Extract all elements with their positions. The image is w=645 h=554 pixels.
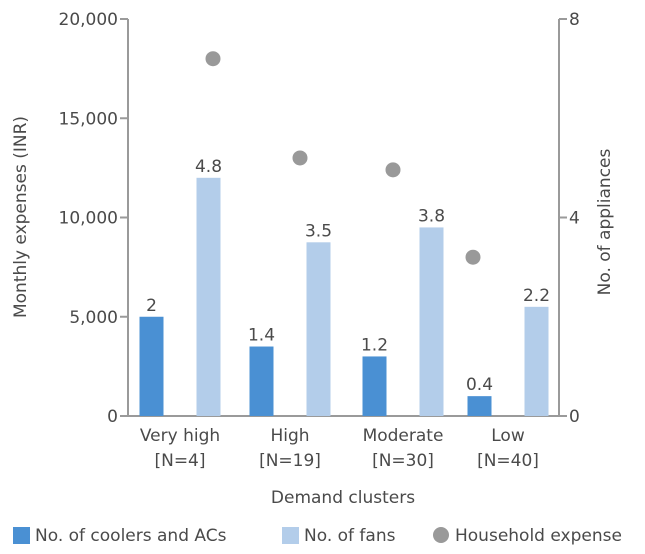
- bar-coolers-acs: [362, 356, 387, 416]
- x-axis-category-label: [N=19]: [259, 451, 321, 471]
- y-axis-right-tick-label: 8: [569, 10, 580, 30]
- x-axis-category-label: High: [270, 426, 309, 446]
- data-label-coolers-acs: 1.2: [361, 335, 388, 355]
- legend-swatch-coolers-acs: [13, 527, 30, 544]
- y-axis-left-tick-label: 20,000: [59, 10, 118, 30]
- point-household-expense: [292, 150, 308, 166]
- legend-item-coolers-acs: No. of coolers and ACs: [13, 526, 227, 546]
- data-label-fans: 2.2: [523, 286, 550, 306]
- legend-label-coolers-acs: No. of coolers and ACs: [35, 526, 227, 546]
- data-label-fans: 4.8: [195, 157, 222, 177]
- x-axis-category-label: [N=30]: [372, 451, 434, 471]
- bar-fans: [196, 177, 221, 416]
- y-axis-right-tick-label: 4: [569, 209, 580, 229]
- y-axis-left-title: Monthly expenses (INR): [11, 116, 31, 318]
- point-household-expense: [465, 249, 481, 265]
- data-label-fans: 3.8: [418, 206, 445, 226]
- legend-label-fans: No. of fans: [304, 526, 396, 546]
- legend-marker-household-expense: [433, 527, 449, 543]
- bar-coolers-acs: [139, 316, 164, 416]
- x-axis-category-label: Low: [491, 426, 525, 446]
- bar-fans: [306, 242, 331, 416]
- bar-coolers-acs: [467, 396, 492, 416]
- point-household-expense: [205, 51, 221, 67]
- legend-label-household-expense: Household expense: [455, 526, 622, 546]
- data-label-coolers-acs: 2: [146, 296, 157, 316]
- legend-swatch-fans: [282, 527, 299, 544]
- y-axis-left-tick-label: 15,000: [59, 109, 118, 129]
- data-label-fans: 3.5: [305, 221, 332, 241]
- axes-layer: 0 5,000 10,000 15,000 20,000 0 4 8 Very high [N=4…: [59, 10, 580, 471]
- legend-item-fans: No. of fans: [282, 526, 396, 546]
- y-axis-right-title: No. of appliances: [595, 149, 615, 296]
- y-axis-right-tick-label: 0: [569, 407, 580, 427]
- x-axis-category-label: Very high: [140, 426, 220, 446]
- y-axis-left-tick-label: 10,000: [59, 209, 118, 229]
- data-label-coolers-acs: 1.4: [248, 326, 275, 346]
- x-axis-category-label: [N=40]: [477, 451, 539, 471]
- x-axis-title: Demand clusters: [271, 488, 415, 508]
- point-household-expense: [385, 162, 401, 178]
- x-axis-category-label: Moderate: [363, 426, 444, 446]
- data-label-coolers-acs: 0.4: [466, 375, 493, 395]
- bar-fans: [419, 227, 444, 416]
- legend-item-household-expense: Household expense: [433, 526, 622, 546]
- points-layer: [205, 51, 481, 265]
- x-axis-category-label: [N=4]: [154, 451, 205, 471]
- y-axis-left-tick-label: 5,000: [69, 308, 118, 328]
- bar-fans: [524, 306, 549, 416]
- labels-layer: 2 1.4 1.2 0.4 4.8 3.5 3.8 2.2: [146, 157, 550, 395]
- bars-layer: [139, 177, 549, 416]
- bar-coolers-acs: [249, 346, 274, 416]
- y-axis-left-tick-label: 0: [107, 407, 118, 427]
- legend: No. of coolers and ACs No. of fans House…: [13, 526, 622, 546]
